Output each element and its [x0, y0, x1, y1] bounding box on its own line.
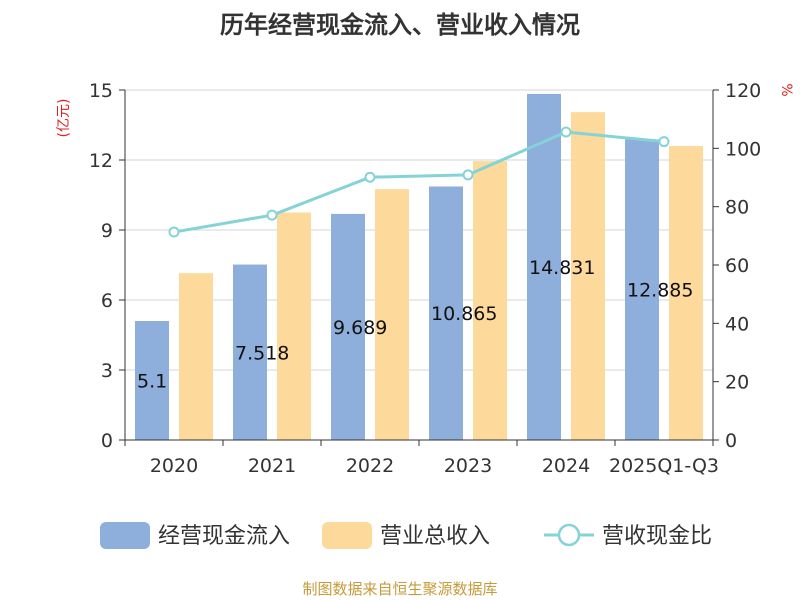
bar-revenue — [277, 212, 311, 440]
right-y-axis: 0 20 40 60 80 100 120 — [712, 80, 761, 452]
bar-revenue — [571, 112, 605, 441]
right-tick-label: 120 — [725, 80, 761, 102]
bar-revenue — [179, 273, 213, 440]
x-axis: 2020 2021 2022 2023 2024 2025Q1-Q3 — [124, 439, 719, 477]
bars — [135, 93, 703, 441]
bar-cash-inflow — [331, 213, 365, 440]
x-tick-label: 2025Q1-Q3 — [609, 455, 719, 477]
ratio-line — [168, 126, 670, 238]
bar-revenue — [473, 161, 507, 440]
ratio-point — [658, 136, 670, 148]
right-tick-label: 0 — [725, 430, 737, 452]
data-labels: 5.1 7.518 9.689 10.865 14.831 12.885 — [137, 257, 693, 393]
left-y-axis: 0 3 6 9 12 15 — [89, 80, 126, 452]
right-tick-label: 100 — [725, 138, 761, 160]
right-tick-label: 60 — [725, 255, 749, 277]
right-tick-label: 80 — [725, 197, 749, 219]
left-axis-unit: (亿元) — [56, 99, 72, 138]
legend-label: 经营现金流入 — [158, 524, 290, 549]
bar-cash-inflow — [527, 93, 561, 441]
source-footer: 制图数据来自恒生聚源数据库 — [302, 580, 498, 598]
legend: 经营现金流入 营业总收入 营收现金比 — [100, 522, 712, 549]
bar-data-label: 12.885 — [627, 280, 693, 302]
left-tick-label: 3 — [101, 360, 113, 382]
bar-cash-inflow — [233, 264, 267, 440]
right-axis-unit: % — [778, 83, 794, 96]
right-tick-label: 40 — [725, 313, 749, 335]
ratio-line-path — [173, 130, 665, 234]
legend-label: 营业总收入 — [380, 524, 490, 549]
bar-data-label: 10.865 — [431, 303, 497, 325]
ratio-point — [364, 171, 376, 183]
bar-cash-inflow — [625, 139, 659, 440]
bar-data-label: 14.831 — [529, 257, 595, 279]
bar-revenue — [375, 189, 409, 440]
legend-swatch — [322, 522, 372, 549]
ratio-point — [168, 226, 180, 238]
grid — [125, 89, 713, 371]
legend-marker — [557, 523, 581, 547]
ratio-point — [266, 209, 278, 221]
legend-label: 营收现金比 — [602, 524, 712, 549]
ratio-point — [560, 126, 572, 138]
x-tick-label: 2020 — [150, 455, 198, 477]
bar-data-label: 5.1 — [137, 371, 167, 393]
x-tick-label: 2023 — [444, 455, 492, 477]
left-tick-label: 15 — [89, 80, 113, 102]
bar-cash-inflow — [135, 321, 169, 440]
left-tick-label: 6 — [101, 290, 113, 312]
bar-data-label: 7.518 — [235, 342, 289, 364]
ratio-point — [462, 169, 474, 181]
left-tick-label: 0 — [101, 430, 113, 452]
bar-cash-inflow — [429, 186, 463, 440]
bar-revenue — [669, 146, 703, 440]
left-tick-label: 9 — [101, 220, 113, 242]
bar-data-label: 9.689 — [333, 317, 387, 339]
left-tick-label: 12 — [89, 150, 113, 172]
x-tick-label: 2022 — [346, 455, 394, 477]
chart-title: 历年经营现金流入、营业收入情况 — [220, 11, 580, 39]
right-tick-label: 20 — [725, 372, 749, 394]
legend-swatch — [100, 522, 150, 549]
x-tick-label: 2021 — [248, 455, 296, 477]
x-tick-label: 2024 — [542, 455, 590, 477]
